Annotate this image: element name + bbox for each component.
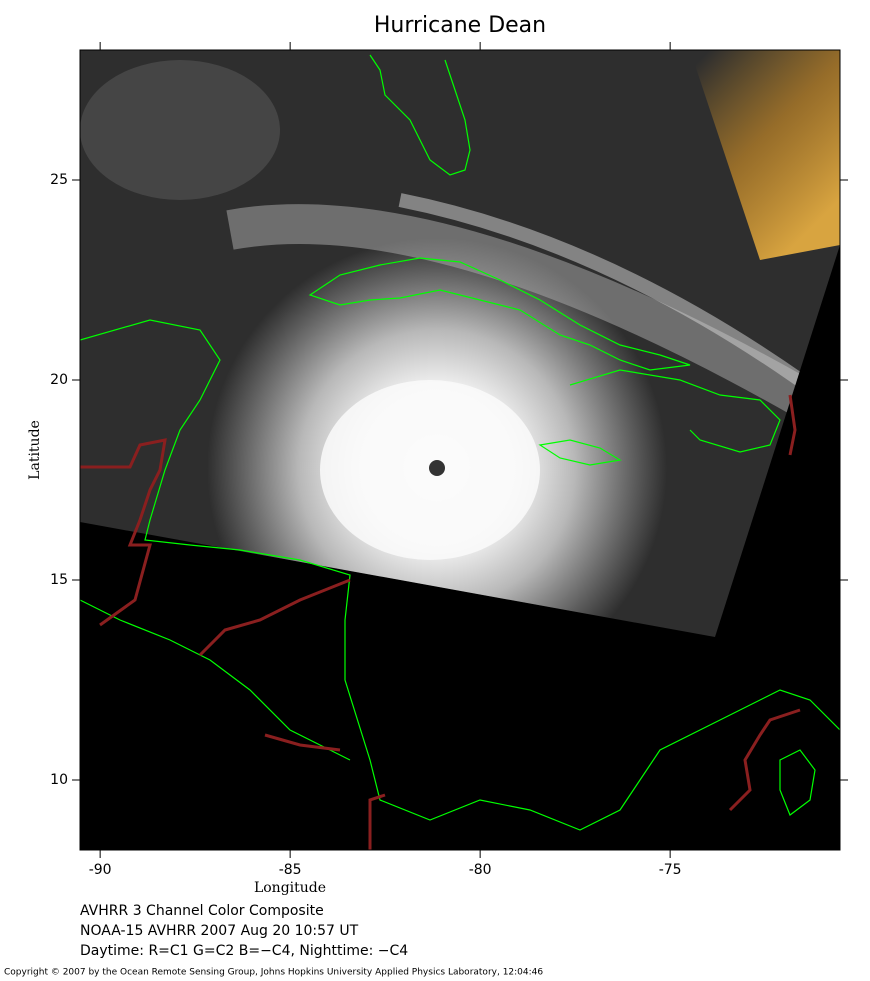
coast-cuba <box>308 257 691 371</box>
copyright: Copyright © 2007 by the Ocean Remote Sen… <box>4 968 543 978</box>
caption: AVHRR 3 Channel Color Composite <box>80 903 324 919</box>
border-honduras <box>198 578 351 657</box>
imagery <box>80 50 840 850</box>
border-costa-rica <box>264 733 341 752</box>
title: Hurricane Dean <box>374 13 546 38</box>
x-tick-label: -80 <box>469 862 492 878</box>
coast-jamaica <box>538 439 622 466</box>
y-tick-label: 10 <box>50 772 68 788</box>
y-tick-label: 25 <box>50 172 68 188</box>
y-axis-label: Latitude <box>27 420 43 480</box>
border-haiti <box>788 394 797 456</box>
coast-florida <box>369 54 471 176</box>
caption: NOAA-15 AVHRR 2007 Aug 20 10:57 UT <box>80 923 359 939</box>
plot-frame <box>79 49 841 851</box>
coast-central-america <box>80 319 840 831</box>
hurricane-eye <box>429 460 445 476</box>
border-venezuela <box>728 708 801 812</box>
border-panama <box>368 793 386 850</box>
border-guatemala <box>80 438 167 627</box>
y-tick-label: 15 <box>50 572 68 588</box>
x-axis-label: Longitude <box>254 880 326 896</box>
coast-lake-maracaibo <box>779 749 816 816</box>
x-tick-label: -75 <box>659 862 682 878</box>
coast-hispaniola <box>569 369 781 453</box>
x-tick-label: -90 <box>89 862 112 878</box>
x-tick-label: -85 <box>279 862 302 878</box>
caption: Daytime: R=C1 G=C2 B=−C4, Nighttime: −C4 <box>80 943 408 959</box>
y-tick-label: 20 <box>50 372 68 388</box>
